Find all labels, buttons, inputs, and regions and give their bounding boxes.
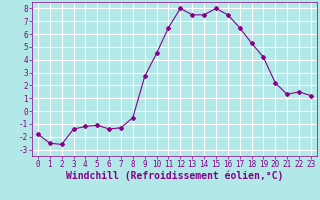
- X-axis label: Windchill (Refroidissement éolien,°C): Windchill (Refroidissement éolien,°C): [66, 171, 283, 181]
